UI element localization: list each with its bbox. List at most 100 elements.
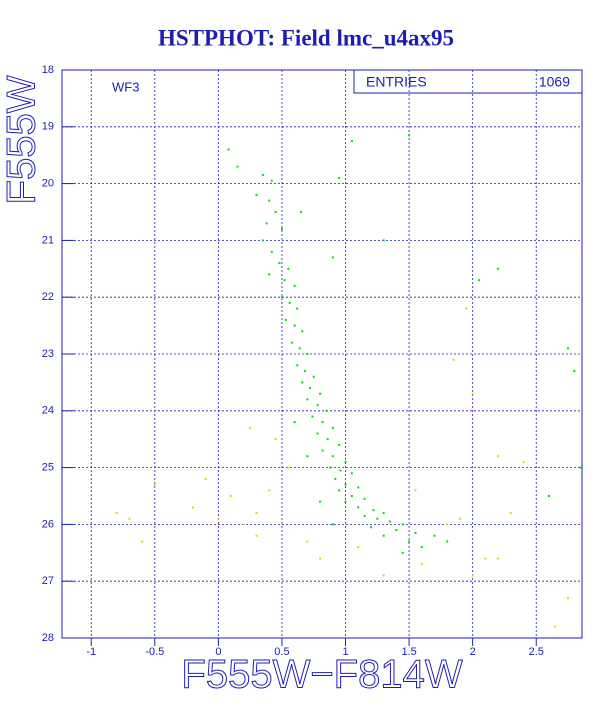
point: [376, 517, 379, 520]
y-tick-label: 24: [42, 405, 54, 417]
point: [303, 370, 306, 373]
point: [283, 279, 286, 282]
x-tick-label: -1: [86, 646, 96, 658]
point: [227, 148, 230, 151]
point: [357, 506, 360, 509]
point: [293, 284, 296, 287]
point: [395, 529, 398, 532]
point: [236, 165, 239, 168]
point: [338, 176, 341, 179]
x-tick-label: 0: [215, 646, 221, 658]
y-axis-label: F555W: [0, 75, 44, 204]
point: [452, 358, 455, 361]
point: [433, 534, 436, 537]
point: [268, 273, 271, 276]
point: [306, 398, 309, 401]
point: [265, 222, 268, 225]
point: [331, 455, 334, 458]
x-tick-label: 1.5: [401, 646, 416, 658]
point: [270, 250, 273, 253]
point: [280, 228, 283, 231]
x-tick-label: 0.5: [274, 646, 289, 658]
point: [255, 193, 258, 196]
point: [291, 341, 294, 344]
point: [567, 597, 570, 600]
point: [280, 296, 283, 299]
point: [414, 489, 417, 492]
point: [255, 534, 258, 537]
point: [357, 486, 360, 489]
point: [408, 540, 411, 543]
point: [497, 267, 500, 270]
point: [389, 520, 392, 523]
point: [547, 495, 550, 497]
point: [338, 489, 341, 492]
stats-label: ENTRIES: [366, 74, 427, 90]
y-tick-label: 27: [42, 575, 54, 587]
point: [331, 256, 334, 259]
point: [369, 526, 372, 529]
point: [344, 460, 347, 463]
point: [217, 517, 220, 520]
y-tick-label: 25: [42, 462, 54, 474]
y-tick-label: 19: [42, 121, 54, 133]
point: [296, 364, 299, 367]
y-tick-label: 28: [42, 632, 54, 644]
point: [465, 307, 468, 310]
point: [325, 409, 328, 412]
point: [311, 415, 314, 418]
point: [230, 495, 233, 497]
point: [268, 199, 271, 202]
point: [372, 509, 375, 512]
point: [115, 512, 118, 515]
point: [301, 330, 304, 333]
point: [312, 375, 315, 378]
point: [306, 540, 309, 543]
point: [420, 546, 423, 549]
point: [326, 438, 329, 441]
point: [497, 557, 500, 560]
y-tick-label: 23: [42, 348, 54, 360]
point: [306, 455, 309, 458]
point: [204, 477, 207, 480]
x-tick-label: 2.5: [529, 646, 544, 658]
point: [293, 324, 296, 327]
point: [509, 512, 512, 515]
y-tick-label: 26: [42, 518, 54, 530]
point: [331, 426, 334, 429]
point: [306, 353, 309, 355]
point: [408, 134, 411, 137]
x-axis-label: F555W−F814W: [181, 653, 462, 697]
point: [497, 455, 500, 458]
point: [293, 421, 296, 424]
chart-title: HSTPHOT: Field lmc_u4ax95: [158, 25, 454, 50]
point: [446, 540, 449, 543]
point: [350, 140, 353, 142]
point: [321, 421, 324, 424]
point: [363, 497, 366, 500]
point: [420, 563, 423, 566]
y-tick-label: 18: [42, 64, 54, 76]
point: [471, 574, 474, 577]
point: [334, 477, 337, 480]
point: [573, 370, 576, 373]
point: [414, 531, 417, 534]
point: [287, 466, 290, 469]
point: [478, 279, 481, 282]
point: [298, 347, 301, 350]
point: [296, 307, 299, 310]
point: [278, 262, 281, 265]
point: [270, 179, 273, 182]
point: [316, 432, 319, 435]
point: [382, 239, 385, 242]
point: [268, 489, 271, 492]
point: [363, 514, 366, 517]
point: [458, 517, 461, 520]
point: [288, 301, 291, 304]
point: [331, 523, 334, 526]
point: [382, 512, 385, 515]
point: [350, 472, 353, 475]
point: [357, 546, 360, 549]
point: [319, 557, 322, 560]
point: [308, 387, 311, 390]
